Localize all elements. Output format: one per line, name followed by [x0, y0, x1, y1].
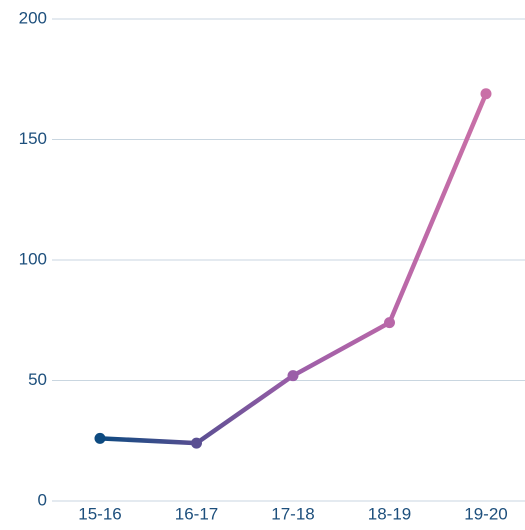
y-tick-label: 200 — [19, 8, 47, 27]
data-point — [191, 437, 202, 449]
x-tick-label: 17-18 — [271, 504, 314, 523]
x-tick-label: 15-16 — [78, 504, 121, 523]
data-point — [94, 432, 106, 444]
y-tick-label: 0 — [38, 490, 47, 509]
x-tick-label: 19-20 — [464, 504, 507, 523]
y-tick-label: 100 — [19, 249, 47, 268]
data-point — [287, 370, 299, 382]
data-line — [97, 91, 489, 446]
y-tick-label: 50 — [28, 370, 47, 389]
x-tick-label: 18-19 — [368, 504, 411, 523]
data-point — [384, 317, 395, 329]
x-tick-label: 16-17 — [175, 504, 218, 523]
y-tick-label: 150 — [19, 129, 47, 148]
data-point — [480, 88, 492, 100]
